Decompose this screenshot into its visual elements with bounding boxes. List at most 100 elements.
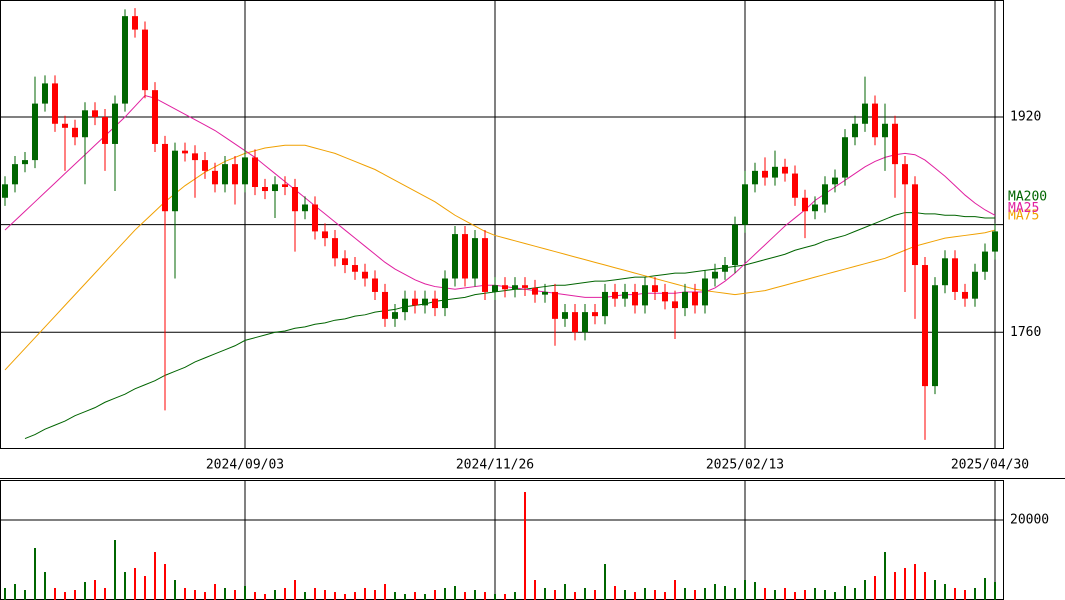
candle-body	[282, 184, 288, 188]
volume-bar	[144, 576, 146, 600]
candle-body	[532, 287, 538, 295]
volume-bar	[114, 540, 116, 600]
volume-bar	[504, 594, 506, 600]
candle-body	[802, 197, 808, 212]
candle-body	[242, 157, 248, 185]
candle-body	[912, 184, 918, 266]
volume-bar	[824, 590, 826, 600]
volume-bar	[294, 580, 296, 600]
candle-body	[192, 153, 198, 161]
candle-body	[722, 265, 728, 272]
volume-bar	[544, 588, 546, 600]
candle-body	[982, 251, 988, 272]
candle-body	[932, 285, 938, 387]
volume-bar	[704, 588, 706, 600]
candle-body	[302, 204, 308, 212]
volume-bar	[424, 594, 426, 600]
ma-label: MA200	[1008, 189, 1047, 204]
volume-bar	[894, 572, 896, 600]
candle-body	[602, 291, 608, 317]
volume-bar	[534, 580, 536, 600]
candle-body	[792, 173, 798, 198]
volume-bar	[994, 582, 996, 600]
volume-bar	[914, 564, 916, 600]
volume-bar	[184, 588, 186, 600]
candle-body	[562, 312, 568, 319]
volume-bar	[654, 590, 656, 600]
candle-body	[862, 103, 868, 124]
candle-body	[902, 164, 908, 185]
candle-body	[372, 278, 378, 292]
candle-body	[552, 291, 558, 319]
ma-line	[4, 144, 996, 371]
candle-body	[392, 312, 398, 319]
volume-bar	[204, 592, 206, 600]
volume-bar	[224, 588, 226, 600]
candle-body	[212, 170, 218, 185]
candle-body	[662, 291, 668, 302]
candle-body	[382, 291, 388, 319]
volume-bar	[904, 568, 906, 600]
volume-bar	[214, 584, 216, 600]
volume-bar	[384, 584, 386, 600]
candle-body	[652, 285, 658, 292]
candle-body	[162, 143, 168, 212]
candle-body	[222, 164, 228, 185]
candle-body	[312, 204, 318, 232]
volume-bar	[324, 590, 326, 600]
volume-bar	[474, 590, 476, 600]
candle-body	[402, 298, 408, 313]
volume-bar	[744, 580, 746, 600]
candle-body	[572, 312, 578, 333]
candle-body	[952, 258, 958, 292]
volume-bar	[14, 584, 16, 600]
volume-bar	[284, 588, 286, 600]
volume-bar	[194, 590, 196, 600]
candle-body	[632, 291, 638, 306]
candle-body	[882, 123, 888, 138]
volume-bar	[264, 594, 266, 600]
candle-body	[202, 160, 208, 171]
volume-bar	[24, 590, 26, 600]
candle-body	[352, 265, 358, 272]
volume-bar	[94, 580, 96, 600]
volume-bar	[614, 586, 616, 600]
candle-body	[232, 164, 238, 185]
volume-bar	[394, 592, 396, 600]
candle-body	[762, 170, 768, 178]
candle-body	[682, 291, 688, 309]
candle-body	[922, 265, 928, 387]
candle-body	[82, 110, 88, 138]
candle-body	[742, 184, 748, 225]
candle-body	[332, 238, 338, 259]
candle-body	[92, 110, 98, 118]
volume-bar	[514, 592, 516, 600]
volume-bar	[734, 588, 736, 600]
candle-body	[492, 285, 498, 292]
volume-bar	[134, 568, 136, 600]
candle-body	[412, 298, 418, 306]
candle-body	[482, 238, 488, 292]
volume-bar	[774, 590, 776, 600]
candle-body	[252, 157, 258, 188]
candle-body	[582, 312, 588, 333]
ma-label: MA75	[1008, 209, 1039, 224]
volume-bar	[974, 588, 976, 600]
candle-body	[732, 224, 738, 266]
x-tick-label: 2025/04/30	[951, 458, 1029, 473]
candle-body	[992, 231, 998, 252]
volume-bar	[414, 592, 416, 600]
volume-bar	[924, 572, 926, 600]
volume-bar	[244, 586, 246, 600]
volume-bar	[314, 588, 316, 600]
candle-body	[152, 90, 158, 144]
volume-bar	[494, 594, 496, 600]
volume-bar	[104, 588, 106, 600]
candle-body	[592, 312, 598, 317]
candle-body	[872, 103, 878, 138]
candle-body	[22, 160, 28, 165]
candle-body	[542, 291, 548, 295]
y-tick-label: 1760	[1010, 325, 1041, 340]
volume-bar	[644, 588, 646, 600]
volume-bar	[454, 586, 456, 600]
